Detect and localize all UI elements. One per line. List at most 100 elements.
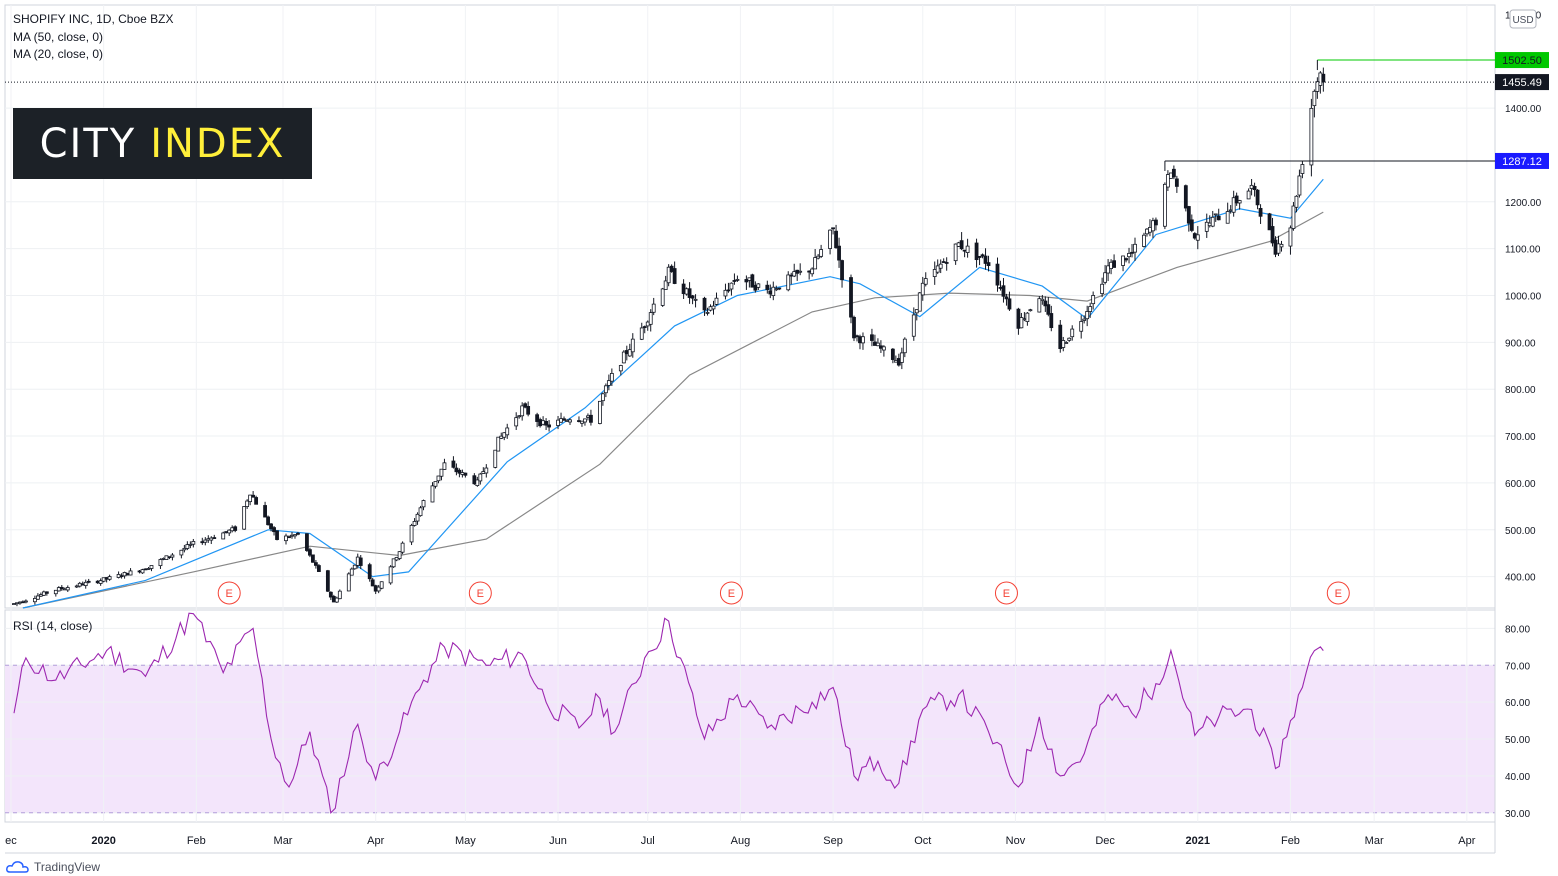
candle-up <box>182 547 187 551</box>
candle-up <box>1127 252 1131 258</box>
candle-up <box>284 535 288 542</box>
recent-high-tag-bg <box>1495 52 1549 69</box>
candle-down <box>224 531 229 533</box>
candle-up <box>556 419 560 426</box>
price-pane <box>4 4 1496 609</box>
candle-down <box>287 536 291 539</box>
candle-down <box>974 242 979 261</box>
candle-up <box>1088 306 1093 312</box>
candle-up <box>663 280 668 290</box>
ma20-legend: MA (20, close, 0) <box>13 47 104 61</box>
candle-up <box>179 549 184 556</box>
candle-up <box>565 419 569 422</box>
rsi-legend: RSI (14, close) <box>13 619 93 633</box>
candle-down <box>941 261 946 263</box>
candle-up <box>1064 342 1069 344</box>
candle-down <box>669 265 674 272</box>
candle-up <box>1109 261 1113 269</box>
x-tick-label: Feb <box>187 835 206 847</box>
candle-down <box>962 249 967 252</box>
candle-down <box>732 280 737 282</box>
candle-down <box>1004 296 1009 300</box>
price-tick-label: 1000.00 <box>1505 291 1542 302</box>
candle-down <box>795 269 800 274</box>
x-tick-label: 2020 <box>91 835 115 847</box>
candle-up <box>481 471 486 474</box>
earnings-marker-label: E <box>728 588 735 600</box>
candle-up <box>798 270 803 273</box>
ma20-line <box>22 178 1324 609</box>
candle-up <box>627 349 632 357</box>
candle-up <box>1315 81 1320 92</box>
candle-up <box>24 600 28 603</box>
price-tick-label: 400.00 <box>1505 573 1536 584</box>
candle-up <box>729 282 734 290</box>
earnings-marker <box>719 581 743 605</box>
candle-up <box>756 283 761 288</box>
candle-down <box>266 516 270 526</box>
candle-up <box>723 289 728 297</box>
candle-down <box>1112 260 1116 268</box>
candle-down <box>855 335 859 338</box>
candle-up <box>418 507 423 517</box>
candle-up <box>1148 227 1152 233</box>
candle-up <box>15 602 19 605</box>
candle-down <box>896 358 901 366</box>
candle-up <box>493 449 498 468</box>
x-tick-label: Oct <box>914 835 931 847</box>
candle-up <box>774 288 779 291</box>
price-tick-label: 500.00 <box>1505 526 1536 537</box>
candle-up <box>893 360 898 363</box>
candle-up <box>1231 197 1236 213</box>
candle-down <box>768 290 773 295</box>
candle-up <box>935 265 940 273</box>
candle-up <box>164 555 169 560</box>
candle-down <box>986 262 991 266</box>
candle-up <box>499 435 504 439</box>
x-tick-label: Mar <box>1365 835 1384 847</box>
candle-up <box>914 309 919 314</box>
candle-up <box>346 573 351 592</box>
city-index-logo: CITY INDEX <box>13 108 312 179</box>
candle-down <box>1252 186 1257 191</box>
candle-down <box>311 554 315 563</box>
candle-down <box>367 564 372 580</box>
candle-up <box>813 257 818 270</box>
candle-up <box>684 288 689 295</box>
candle-up <box>666 266 671 284</box>
tradingview-footer[interactable]: TradingView <box>6 860 100 874</box>
candle-up <box>53 589 58 595</box>
candle-up <box>816 255 821 259</box>
candle-up <box>478 473 483 482</box>
candle-up <box>140 569 145 574</box>
candle-down <box>983 255 988 264</box>
candle-up <box>185 544 190 549</box>
candle-up <box>128 570 133 576</box>
candle-up <box>660 288 665 306</box>
candle-up <box>1028 309 1033 312</box>
candle-up <box>828 229 832 249</box>
candle-down <box>642 326 647 328</box>
candle-down <box>137 570 142 573</box>
candle-up <box>1309 107 1314 166</box>
candle-up <box>245 500 250 507</box>
candle-down <box>1174 178 1179 187</box>
candle-up <box>203 539 208 543</box>
candle-down <box>200 541 205 544</box>
rsi-line <box>13 612 1324 814</box>
candle-up <box>1067 337 1072 341</box>
candle-down <box>840 260 844 281</box>
candle-down <box>959 240 964 250</box>
candle-up <box>586 415 590 418</box>
candle-up <box>116 574 121 578</box>
candle-up <box>32 598 37 603</box>
candle-up <box>965 245 970 253</box>
earnings-marker <box>1326 581 1350 605</box>
candle-up <box>230 527 235 532</box>
candle-down <box>314 562 318 566</box>
candle-up <box>600 393 605 402</box>
candle-down <box>1258 207 1263 217</box>
x-tick-label: Jun <box>549 835 567 847</box>
candle-down <box>980 254 985 257</box>
